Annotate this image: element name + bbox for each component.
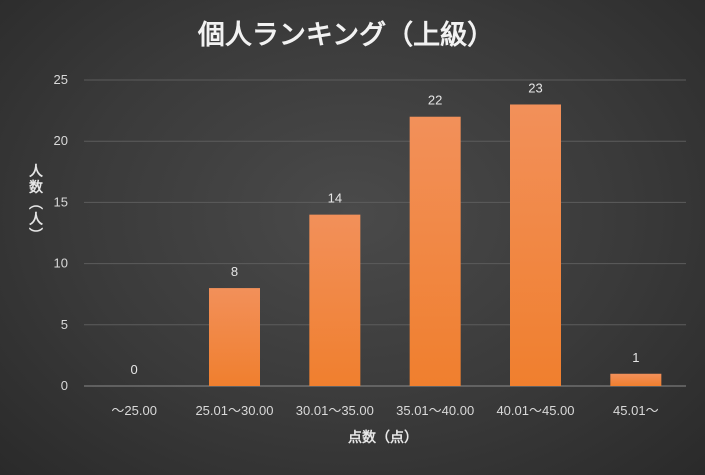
data-label: 1 bbox=[632, 350, 639, 365]
x-tick-label: 45.01～ bbox=[613, 403, 659, 418]
y-tick-label: 20 bbox=[54, 133, 68, 148]
data-label: 0 bbox=[131, 362, 138, 377]
data-label: 8 bbox=[231, 264, 238, 279]
x-tick-label: 30.01～35.00 bbox=[296, 403, 374, 418]
bar bbox=[510, 104, 561, 386]
data-label: 14 bbox=[328, 191, 342, 206]
x-axis-ticks: ～25.00 25.01～30.00 30.01～35.00 35.01～40.00 4… bbox=[111, 403, 658, 418]
x-tick-label: ～25.00 bbox=[111, 403, 157, 418]
bar bbox=[309, 214, 361, 386]
data-label: 23 bbox=[528, 80, 542, 95]
y-axis-ticks: 0 5 10 15 20 25 bbox=[54, 72, 68, 393]
bar bbox=[209, 288, 260, 386]
y-tick-label: 0 bbox=[61, 378, 68, 393]
y-tick-label: 10 bbox=[54, 256, 68, 271]
bars bbox=[209, 104, 662, 386]
x-axis-title: 点数（点） bbox=[348, 429, 418, 446]
data-label: 22 bbox=[428, 93, 442, 108]
bar bbox=[610, 373, 662, 386]
chart-title: 個人ランキング（上級） bbox=[197, 19, 494, 51]
y-tick-label: 15 bbox=[54, 194, 68, 209]
x-tick-label: 40.01～45.00 bbox=[496, 403, 574, 418]
y-axis-title: 人数︵人︶ bbox=[28, 163, 44, 244]
y-tick-label: 5 bbox=[61, 317, 68, 332]
data-labels: 0 8 14 22 23 1 bbox=[131, 80, 640, 377]
bar bbox=[409, 116, 461, 386]
y-tick-label: 25 bbox=[54, 72, 68, 87]
x-tick-label: 35.01～40.00 bbox=[396, 403, 474, 418]
gridlines bbox=[84, 79, 686, 387]
x-tick-label: 25.01～30.00 bbox=[195, 403, 273, 418]
